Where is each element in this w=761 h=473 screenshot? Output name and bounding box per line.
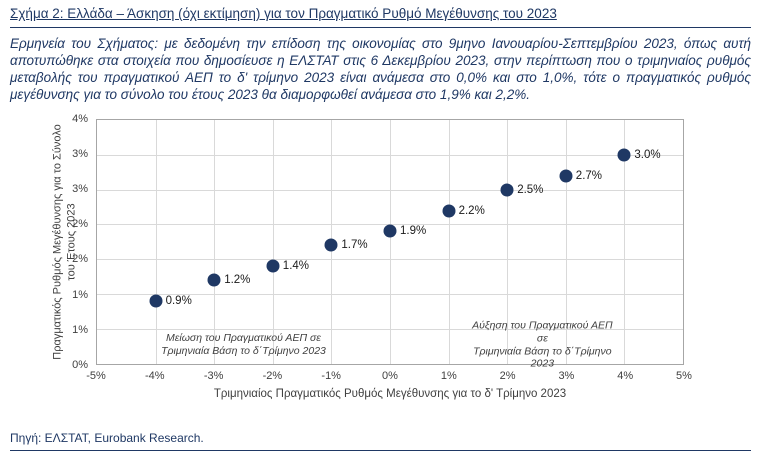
gridline-vertical — [272, 119, 274, 364]
point-label: 1.4% — [282, 260, 310, 273]
x-axis-ticks: -5% -4% -3% -2% -1% 0% 1% 2% 3% 4% 5% — [86, 368, 692, 382]
y-tick-label: 2% — [72, 218, 88, 231]
point-label: 2.2% — [458, 204, 485, 217]
point-label: 2.5% — [517, 183, 544, 196]
data-point — [149, 294, 163, 308]
data-point — [559, 169, 573, 183]
y-tick-label: 0% — [72, 358, 88, 371]
gridline-vertical — [390, 119, 391, 364]
point-label: 2.7% — [575, 169, 603, 182]
page-title: Σχήμα 2: Ελλάδα – Άσκηση (όχι εκτίμηση) … — [10, 6, 557, 21]
x-tick-label: 1% — [440, 369, 457, 382]
point-label: 1.2% — [224, 274, 251, 287]
plot-area: 0.9% 1.2% 1.4% 1.7% 1.9% 2.2% 2.5% 2.7% 3.0% Μείω… — [96, 118, 684, 370]
annotation: Μείωση του Πραγματικού ΑΕΠ σε Τριμηνιαία… — [161, 332, 326, 358]
point-label: 0.9% — [165, 295, 192, 308]
point-label: 1.9% — [400, 225, 427, 238]
gridline-vertical — [565, 119, 567, 364]
data-point — [266, 259, 280, 273]
data-point — [442, 204, 456, 217]
x-tick-label: 0% — [382, 369, 398, 382]
x-tick-label: -3% — [203, 369, 224, 382]
x-tick-label: 5% — [676, 369, 692, 382]
gridline-vertical — [624, 119, 626, 364]
gridline-vertical — [448, 119, 450, 364]
point-label: 1.7% — [341, 239, 368, 252]
x-axis-title: Τριμηνιαίος Πραγματικός Ρυθμός Μεγέθυνση… — [213, 387, 567, 400]
x-tick-label: -1% — [321, 369, 341, 382]
gridline-vertical — [155, 119, 157, 364]
data-point — [500, 183, 514, 197]
x-tick-label: 4% — [617, 369, 634, 382]
y-tick-label: 3% — [72, 148, 88, 161]
annotation: Αύξηση του Πραγματικού ΑΕΠ σε Τριμηνιαία… — [472, 319, 613, 370]
x-tick-label: -4% — [145, 369, 165, 382]
chart-description: Ερμηνεία του Σχήματος: με δεδομένη την ε… — [10, 35, 751, 102]
point-label: 3.0% — [634, 148, 661, 161]
data-point — [383, 224, 397, 238]
y-axis-ticks: 0% 1% 1% 2% 2% 3% 3% 4% — [52, 113, 92, 371]
top-rule — [10, 26, 751, 28]
gridline-vertical — [214, 119, 216, 364]
y-tick-label: 3% — [72, 183, 88, 196]
y-tick-label: 1% — [72, 323, 88, 336]
y-tick-label: 4% — [72, 112, 88, 125]
x-tick-label: -2% — [262, 369, 283, 382]
gridline-vertical — [507, 119, 509, 364]
data-point — [324, 238, 338, 252]
x-tick-label: 2% — [499, 369, 516, 382]
y-tick-label: 1% — [72, 288, 88, 301]
data-point — [617, 148, 631, 162]
x-tick-label: -5% — [86, 369, 106, 382]
source-text: Πηγή: ΕΛΣΤΑΤ, Eurobank Research. — [10, 430, 204, 445]
bottom-rule — [10, 449, 751, 451]
scatter-chart: Πραγματικός Ρυθμός Μεγέθυνσης για το Σύν… — [10, 107, 751, 409]
x-tick-label: 3% — [558, 369, 575, 382]
y-tick-label: 2% — [72, 253, 88, 266]
data-point — [207, 273, 221, 287]
